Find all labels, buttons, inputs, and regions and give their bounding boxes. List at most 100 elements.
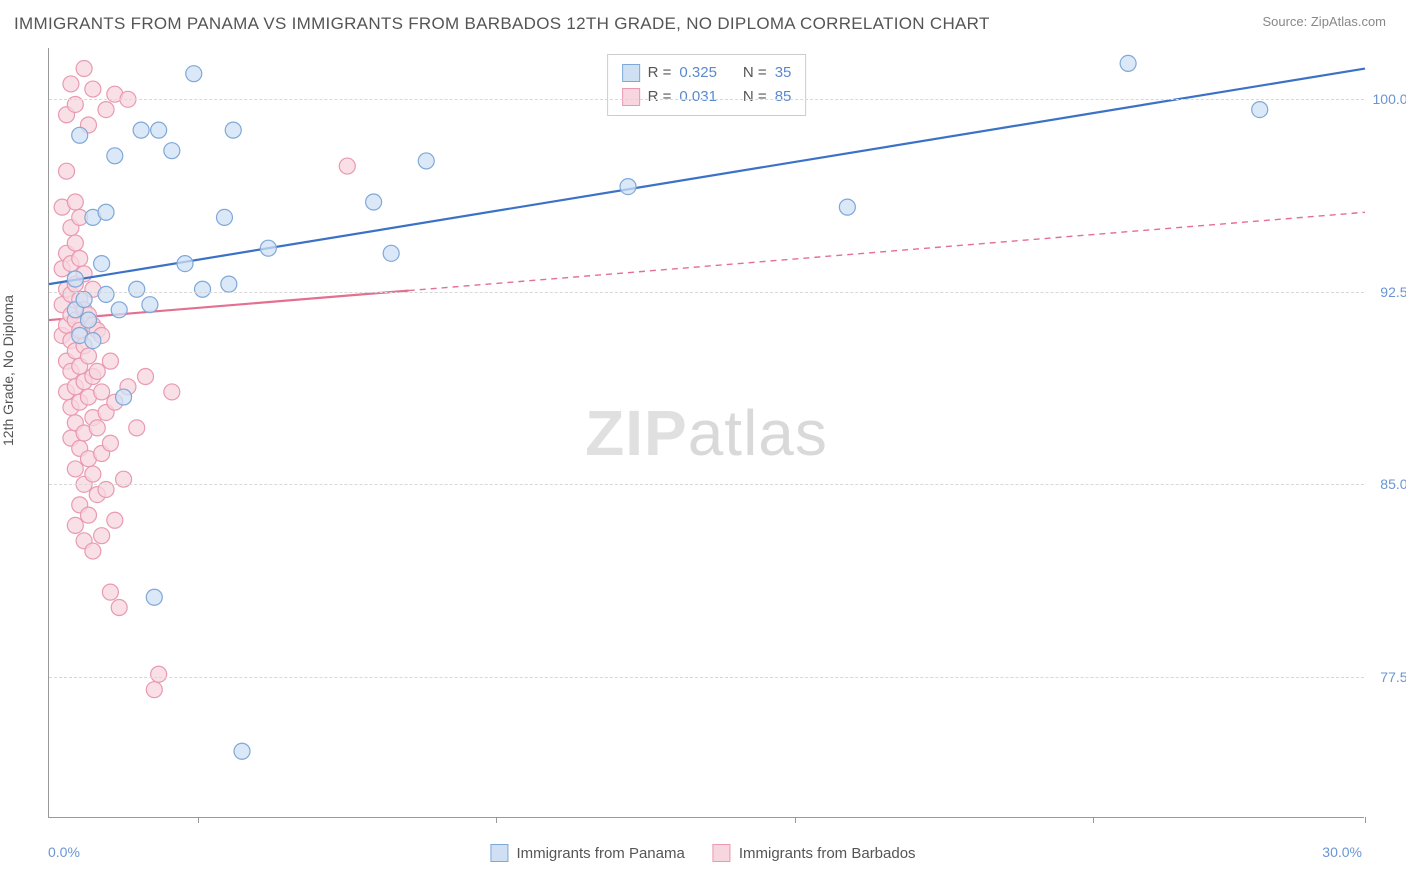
chart-plot-area: ZIPatlas R =0.325N =35R =0.031N =85 77.5… — [48, 48, 1364, 818]
source-attribution: Source: ZipAtlas.com — [1262, 14, 1386, 29]
data-point — [67, 271, 83, 287]
data-point — [133, 122, 149, 138]
data-point — [98, 102, 114, 118]
data-point — [418, 153, 434, 169]
data-point — [102, 584, 118, 600]
legend-series-item: Immigrants from Barbados — [713, 844, 916, 862]
data-point — [111, 600, 127, 616]
data-point — [80, 507, 96, 523]
data-point — [67, 235, 83, 251]
gridline — [49, 292, 1364, 293]
legend-r-value: 0.031 — [679, 85, 717, 109]
x-tick — [1365, 817, 1366, 823]
data-point — [151, 666, 167, 682]
data-point — [98, 286, 114, 302]
legend-stats: R = 0.325 N = 35 R = 0.031 N = 85 — [607, 54, 807, 116]
data-point — [195, 281, 211, 297]
data-point — [85, 333, 101, 349]
x-axis-min-label: 0.0% — [48, 844, 80, 860]
data-point — [221, 276, 237, 292]
data-point — [129, 420, 145, 436]
legend-series-label: Immigrants from Panama — [516, 845, 684, 862]
x-tick — [198, 817, 199, 823]
y-tick-label: 100.0% — [1373, 91, 1406, 107]
data-point — [98, 204, 114, 220]
y-tick-label: 85.0% — [1380, 476, 1406, 492]
data-point — [366, 194, 382, 210]
data-point — [839, 199, 855, 215]
data-point — [142, 297, 158, 313]
data-point — [72, 250, 88, 266]
legend-series-label: Immigrants from Barbados — [739, 845, 916, 862]
legend-swatch — [713, 844, 731, 862]
data-point — [164, 384, 180, 400]
data-point — [80, 348, 96, 364]
legend-swatch — [622, 88, 640, 106]
x-tick — [795, 817, 796, 823]
data-point — [1120, 55, 1136, 71]
data-point — [138, 369, 154, 385]
data-point — [129, 281, 145, 297]
data-point — [107, 512, 123, 528]
data-point — [89, 420, 105, 436]
data-point — [225, 122, 241, 138]
data-point — [94, 256, 110, 272]
data-point — [76, 292, 92, 308]
data-point — [89, 363, 105, 379]
data-point — [177, 256, 193, 272]
legend-stats-row: R = 0.325 N = 35 — [622, 61, 792, 85]
data-point — [94, 384, 110, 400]
gridline — [49, 484, 1364, 485]
data-point — [67, 194, 83, 210]
data-point — [146, 589, 162, 605]
legend-r-value: 0.325 — [679, 61, 717, 85]
data-point — [85, 81, 101, 97]
x-axis-max-label: 30.0% — [1322, 844, 1362, 860]
data-point — [1252, 102, 1268, 118]
y-tick-label: 77.5% — [1380, 669, 1406, 685]
gridline — [49, 99, 1364, 100]
x-tick — [496, 817, 497, 823]
legend-r-label: R = — [648, 61, 672, 85]
data-point — [116, 389, 132, 405]
data-point — [620, 179, 636, 195]
data-point — [107, 148, 123, 164]
data-point — [67, 517, 83, 533]
data-point — [234, 743, 250, 759]
y-axis-title: 12th Grade, No Diploma — [0, 295, 16, 446]
data-point — [72, 127, 88, 143]
legend-r-label: R = — [648, 85, 672, 109]
y-tick-label: 92.5% — [1380, 284, 1406, 300]
data-point — [85, 543, 101, 559]
chart-title: IMMIGRANTS FROM PANAMA VS IMMIGRANTS FRO… — [14, 14, 990, 34]
legend-series-item: Immigrants from Panama — [490, 844, 684, 862]
gridline — [49, 677, 1364, 678]
legend-n-label: N = — [743, 85, 767, 109]
legend-stats-row: R = 0.031 N = 85 — [622, 85, 792, 109]
legend-series: Immigrants from Panama Immigrants from Ba… — [490, 844, 915, 862]
legend-swatch — [490, 844, 508, 862]
data-point — [67, 461, 83, 477]
data-point — [216, 209, 232, 225]
data-point — [146, 682, 162, 698]
data-point — [102, 435, 118, 451]
data-point — [260, 240, 276, 256]
data-point — [151, 122, 167, 138]
data-point — [76, 61, 92, 77]
data-point — [186, 66, 202, 82]
legend-swatch — [622, 64, 640, 82]
data-point — [63, 76, 79, 92]
data-point — [94, 528, 110, 544]
data-point — [59, 163, 75, 179]
data-point — [102, 353, 118, 369]
legend-n-label: N = — [743, 61, 767, 85]
legend-n-value: 35 — [775, 61, 792, 85]
scatter-svg — [49, 48, 1364, 817]
x-tick — [1093, 817, 1094, 823]
data-point — [383, 245, 399, 261]
data-point — [85, 466, 101, 482]
data-point — [339, 158, 355, 174]
legend-n-value: 85 — [775, 85, 792, 109]
data-point — [111, 302, 127, 318]
data-point — [164, 143, 180, 159]
